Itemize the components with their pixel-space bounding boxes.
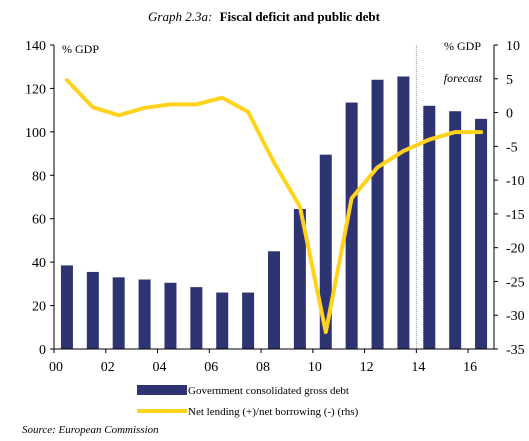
debt-bar — [397, 76, 410, 349]
legend-debt-swatch — [137, 385, 187, 395]
debt-bar — [242, 292, 255, 349]
right-axis-label: % GDP — [444, 39, 481, 53]
x-tick-label: 16 — [463, 360, 477, 375]
debt-bar — [371, 79, 384, 349]
debt-bar — [293, 208, 306, 349]
chart-title-main: Fiscal deficit and public debt — [220, 9, 381, 24]
right-tick-label: 0 — [506, 107, 513, 122]
axes — [50, 44, 498, 353]
x-tick-label: 08 — [256, 360, 270, 375]
right-tick-label: -20 — [506, 242, 525, 257]
x-tick-label: 00 — [49, 360, 63, 375]
debt-bar — [475, 118, 488, 349]
debt-bar — [319, 154, 332, 349]
debt-bar — [112, 277, 125, 349]
x-tick-label: 12 — [360, 360, 374, 375]
left-tick-label: 140 — [25, 39, 46, 54]
debt-bar — [86, 271, 99, 349]
right-tick-label: 5 — [506, 73, 513, 88]
debt-bar — [216, 292, 229, 349]
x-tick-label: 14 — [411, 360, 425, 375]
chart-title: Graph 2.3a: Fiscal deficit and public de… — [148, 9, 381, 24]
legend-net-lending-label: Net lending (+)/net borrowing (-) (rhs) — [188, 406, 359, 418]
net-lending-line — [64, 78, 484, 335]
right-tick-label: 10 — [506, 39, 520, 54]
right-tick-label: -15 — [506, 208, 525, 223]
debt-bar — [190, 287, 203, 349]
left-axis-label: % GDP — [62, 42, 99, 56]
right-tick-label: -30 — [506, 309, 525, 324]
left-tick-label: 100 — [25, 126, 46, 141]
debt-bar — [60, 265, 73, 349]
x-tick-label: 06 — [204, 360, 218, 375]
debt-bar — [345, 102, 358, 350]
x-tick-label: 02 — [101, 360, 115, 375]
left-tick-label: 40 — [32, 256, 46, 271]
left-tick-label: 120 — [25, 82, 46, 97]
left-tick-label: 20 — [32, 300, 46, 315]
debt-bars — [60, 76, 488, 350]
left-tick-label: 80 — [32, 169, 46, 184]
right-tick-label: -10 — [506, 174, 525, 189]
x-tick-label: 04 — [153, 360, 167, 375]
chart-title-prefix: Graph 2.3a: — [148, 9, 212, 24]
x-tick-label: 10 — [308, 360, 322, 375]
source-note: Source: European Commission — [22, 424, 159, 436]
debt-bar — [268, 251, 280, 349]
debt-bar — [449, 111, 462, 349]
left-tick-label: 0 — [39, 343, 46, 358]
right-tick-label: -25 — [506, 275, 525, 290]
legend: Government consolidated gross debt Net l… — [137, 385, 359, 418]
debt-bar — [138, 279, 151, 349]
right-tick-label: -35 — [506, 343, 525, 358]
debt-bar — [164, 282, 177, 349]
debt-bar — [423, 105, 436, 349]
forecast-label: forecast — [444, 71, 483, 85]
legend-debt-label: Government consolidated gross debt — [188, 385, 349, 397]
left-tick-label: 60 — [32, 213, 46, 228]
right-tick-label: -5 — [506, 140, 518, 155]
